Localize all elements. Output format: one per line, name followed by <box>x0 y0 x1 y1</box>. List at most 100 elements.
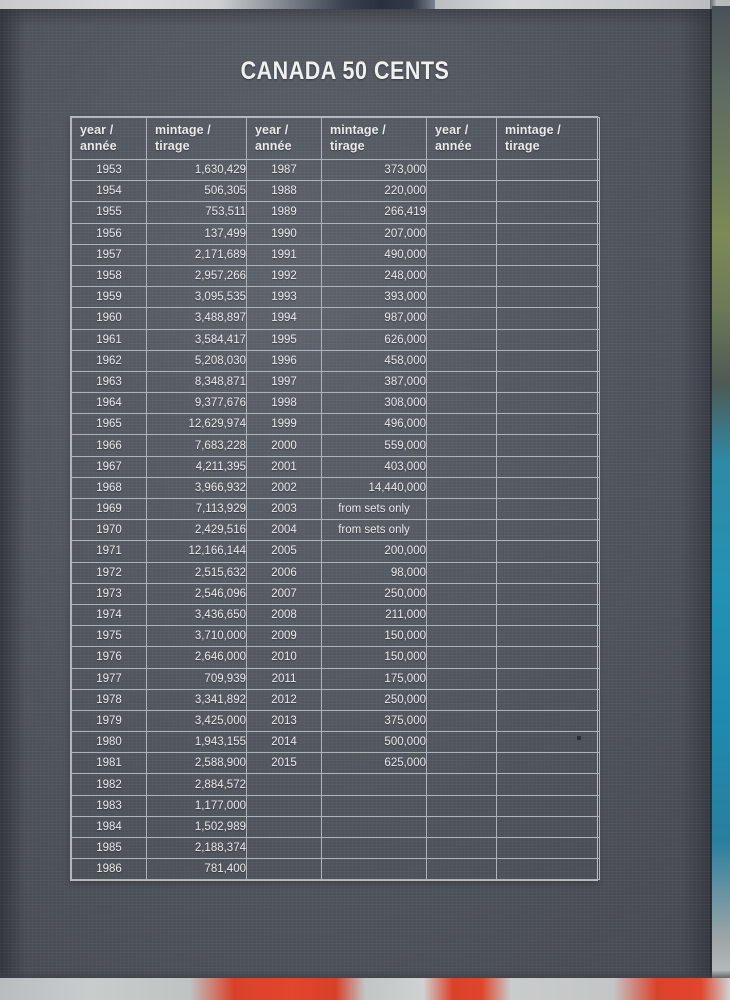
cell-mintage-3 <box>496 307 600 330</box>
cell-year-3 <box>426 392 497 415</box>
cell-mintage-3 <box>496 476 600 500</box>
cell-year-3 <box>426 603 497 627</box>
cell-mintage-3 <box>496 180 600 203</box>
table-row: 1975 3,710,000 2009 150,000 <box>71 625 600 648</box>
cell-mintage-2: 98,000 <box>321 561 427 584</box>
cell-mintage-2: 387,000 <box>321 370 427 394</box>
cell-mintage-2: 308,000 <box>321 392 427 415</box>
cell-mintage-2: 207,000 <box>321 222 427 245</box>
cell-year-1: 1972 <box>71 561 147 584</box>
photo-background-right <box>712 6 730 1000</box>
table-row: 1981 2,588,900 2015 625,000 <box>71 752 600 775</box>
cell-year-2: 1987 <box>246 158 322 182</box>
header-line-1: mintage / <box>155 122 211 137</box>
table-row: 1955 753,511 1989 266,419 <box>71 201 600 224</box>
cell-year-1: 1969 <box>71 497 147 521</box>
cell-mintage-3 <box>496 349 600 372</box>
cell-mintage-1: 5,208,030 <box>146 349 247 372</box>
table-row: 1980 1,943,155 2014 500,000 <box>71 731 600 754</box>
cell-mintage-2: 403,000 <box>321 455 427 478</box>
cell-year-2: 2007 <box>246 582 322 605</box>
page-bottom-shadow <box>0 970 730 980</box>
cell-year-1: 1953 <box>71 158 147 182</box>
cell-mintage-3 <box>496 413 600 436</box>
cell-mintage-3 <box>496 646 600 669</box>
cell-mintage-2: 490,000 <box>321 243 427 266</box>
cell-mintage-3 <box>496 773 600 796</box>
cell-mintage-2: 200,000 <box>321 540 427 563</box>
cell-mintage-2 <box>321 773 427 796</box>
table-row: 1963 8,348,871 1997 387,000 <box>71 370 600 394</box>
cell-year-2 <box>246 794 322 817</box>
cell-year-1: 1977 <box>71 667 147 690</box>
cell-mintage-3 <box>496 603 600 627</box>
cell-year-3 <box>426 222 497 245</box>
cell-year-3 <box>426 413 497 436</box>
cell-mintage-1: 2,188,374 <box>146 836 247 860</box>
mintage-table-container: year / année mintage / tirage year / ann… <box>70 116 600 882</box>
table-header: year / année mintage / tirage year / ann… <box>71 117 600 160</box>
column-header-mintage-1: mintage / tirage <box>146 117 247 160</box>
header-row: year / année mintage / tirage year / ann… <box>71 117 600 160</box>
column-header-mintage-2: mintage / tirage <box>321 117 427 160</box>
cell-mintage-2 <box>321 858 427 881</box>
cell-year-2: 1991 <box>246 243 322 266</box>
cell-year-1: 1956 <box>71 222 147 245</box>
cell-mintage-3 <box>496 688 600 711</box>
column-header-year-2: year / année <box>246 117 322 160</box>
cell-mintage-1: 3,436,650 <box>146 603 247 627</box>
cell-mintage-3 <box>496 243 600 266</box>
cell-year-2: 2013 <box>246 709 322 733</box>
cell-year-1: 1962 <box>71 349 147 372</box>
cell-mintage-3 <box>496 540 600 563</box>
cell-year-2: 2012 <box>246 688 322 711</box>
cell-year-2: 1996 <box>246 349 322 372</box>
header-line-2: tirage <box>330 138 365 153</box>
cell-mintage-1: 7,683,228 <box>146 434 247 457</box>
cell-mintage-1: 2,588,900 <box>146 752 247 775</box>
cell-year-2: 1990 <box>246 222 322 245</box>
cell-mintage-1: 2,884,572 <box>146 773 247 796</box>
cell-mintage-3 <box>496 731 600 754</box>
table-row: 1973 2,546,096 2007 250,000 <box>71 582 600 605</box>
cell-mintage-2: 559,000 <box>321 434 427 457</box>
cell-year-1: 1964 <box>71 392 147 415</box>
cell-year-1: 1979 <box>71 709 147 733</box>
column-header-year-1: year / année <box>71 117 147 160</box>
table-row: 1960 3,488,897 1994 987,000 <box>71 307 600 330</box>
cell-mintage-2: 150,000 <box>321 646 427 669</box>
header-line-1: mintage / <box>330 122 386 137</box>
cell-year-1: 1965 <box>71 413 147 436</box>
table-row: 1958 2,957,266 1992 248,000 <box>71 264 600 288</box>
cell-mintage-2: 375,000 <box>321 709 427 733</box>
cell-mintage-2 <box>321 836 427 860</box>
cell-year-1: 1963 <box>71 370 147 394</box>
cell-mintage-3 <box>496 392 600 415</box>
cell-mintage-1: 1,177,000 <box>146 794 247 817</box>
cell-mintage-2: 250,000 <box>321 582 427 605</box>
page-top-shading <box>0 8 714 26</box>
cell-year-2 <box>246 858 322 881</box>
table-row: 1978 3,341,892 2012 250,000 <box>71 688 600 711</box>
page-title: CANADA 50 CENTS <box>240 57 450 85</box>
table-row: 1956 137,499 1990 207,000 <box>71 222 600 245</box>
cell-year-3 <box>426 455 497 478</box>
cell-year-2: 1988 <box>246 180 322 203</box>
cell-mintage-1: 12,629,974 <box>146 413 247 436</box>
cell-year-3 <box>426 497 497 521</box>
page-right-shading <box>680 8 714 980</box>
cell-mintage-2: 496,000 <box>321 413 427 436</box>
table-body: 1953 1,630,429 1987 373,000 1954 506,305 1988 2… <box>71 158 600 881</box>
cell-mintage-1: 1,630,429 <box>146 158 247 182</box>
mintage-table: year / année mintage / tirage year / ann… <box>71 117 600 881</box>
table-row: 1964 9,377,676 1998 308,000 <box>71 392 600 415</box>
cell-year-2: 2001 <box>246 455 322 478</box>
cell-year-2: 2005 <box>246 540 322 563</box>
cell-mintage-3 <box>496 561 600 584</box>
cell-mintage-3 <box>496 434 600 457</box>
cell-year-3 <box>426 519 497 542</box>
photo-background-top-object <box>345 0 435 9</box>
cell-mintage-3 <box>496 625 600 648</box>
cell-year-2: 2003 <box>246 497 322 521</box>
cell-mintage-1: 506,305 <box>146 180 247 203</box>
